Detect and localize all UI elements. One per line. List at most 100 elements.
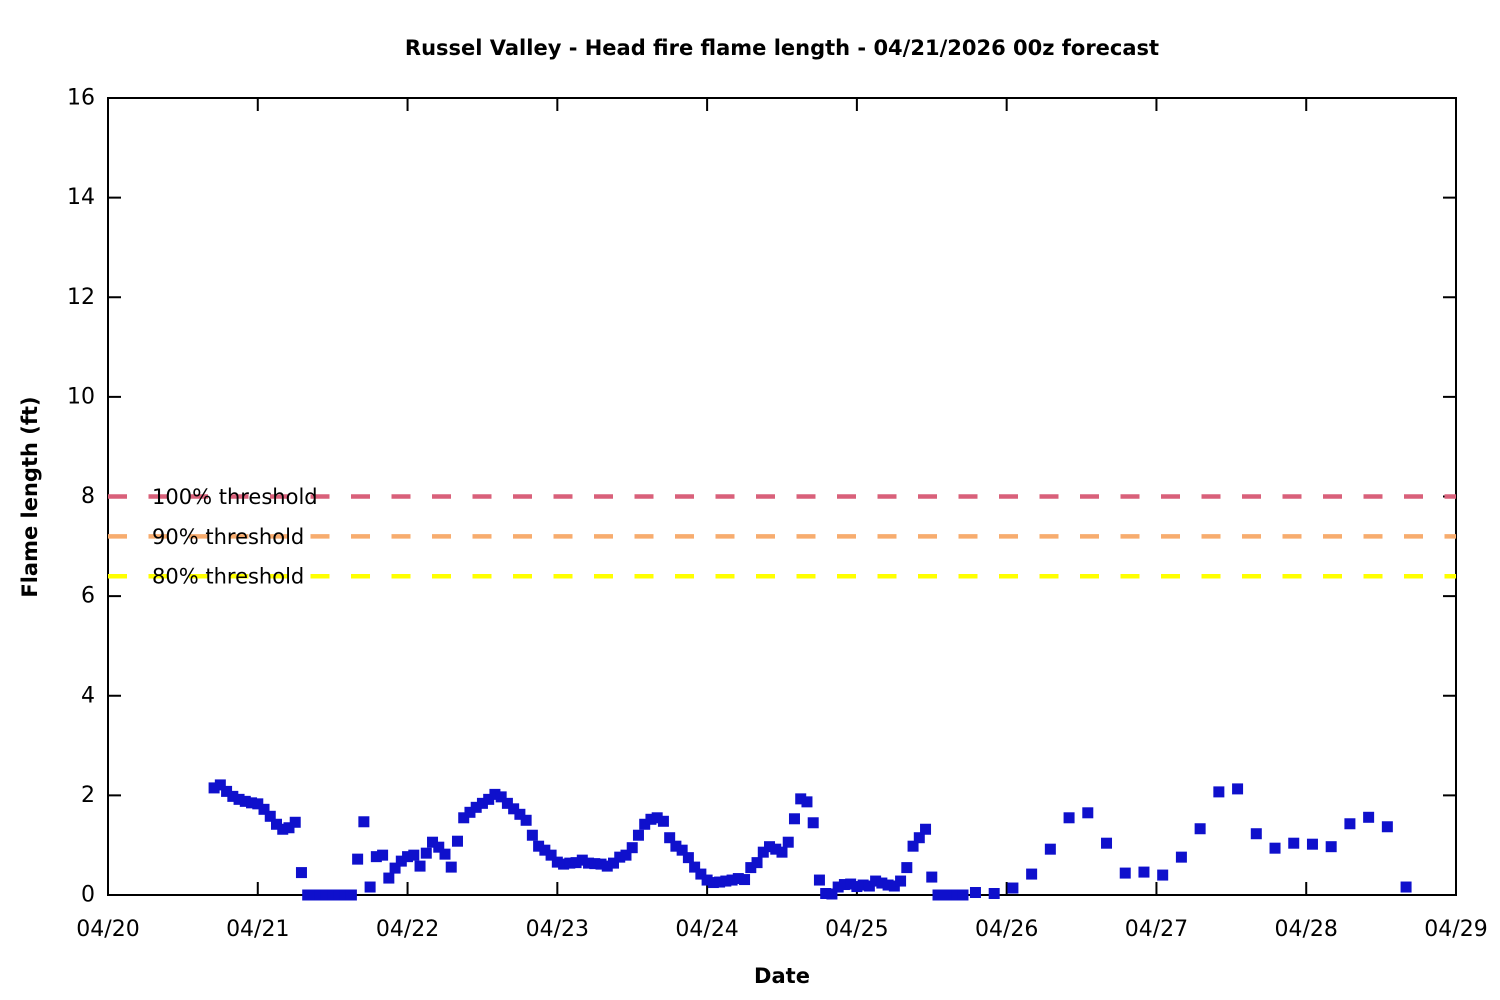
y-tick-label: 14 [67, 185, 95, 210]
data-point [333, 889, 345, 901]
data-point [639, 818, 651, 830]
data-point [682, 852, 694, 864]
data-point [832, 881, 844, 893]
data-point [813, 874, 825, 886]
data-point [320, 889, 332, 901]
x-tick-label: 04/26 [975, 917, 1038, 942]
data-point [264, 810, 276, 822]
data-point [564, 857, 576, 869]
x-tick-label: 04/23 [526, 917, 589, 942]
data-point [732, 873, 744, 885]
data-point [882, 879, 894, 891]
data-point [514, 808, 526, 820]
y-tick-label: 16 [67, 86, 95, 111]
data-point [957, 889, 969, 901]
data-point [589, 858, 601, 870]
data-point [289, 816, 301, 828]
data-point [545, 849, 557, 861]
data-point [801, 796, 813, 808]
threshold-label: 80% threshold [152, 565, 304, 589]
data-point [1082, 807, 1094, 819]
data-point [1101, 837, 1113, 849]
y-tick-label: 10 [67, 384, 95, 409]
x-tick-label: 04/29 [1424, 917, 1487, 942]
data-point [1250, 828, 1262, 840]
data-point [258, 803, 270, 815]
data-point [764, 841, 776, 853]
data-point [445, 861, 457, 873]
data-point [302, 889, 314, 901]
data-point [539, 844, 551, 856]
data-point [495, 791, 507, 803]
x-tick-label: 04/24 [675, 917, 738, 942]
data-point [657, 815, 669, 827]
data-point [851, 881, 863, 893]
y-tick-label: 6 [81, 584, 95, 609]
data-point [358, 816, 370, 828]
y-tick-label: 2 [81, 783, 95, 808]
data-point [770, 843, 782, 855]
data-point [470, 801, 482, 813]
data-point [377, 849, 389, 861]
data-point [782, 836, 794, 848]
data-point [246, 797, 258, 809]
data-point [645, 813, 657, 825]
x-axis-label: Date [754, 964, 810, 988]
data-point [626, 842, 638, 854]
x-tick-label: 04/27 [1125, 917, 1188, 942]
data-point [670, 840, 682, 852]
data-point [751, 857, 763, 869]
data-point [888, 880, 900, 892]
data-point [845, 878, 857, 890]
data-point [1138, 866, 1150, 878]
data-point [1213, 786, 1225, 798]
data-point [533, 840, 545, 852]
data-point [420, 847, 432, 859]
data-point [483, 793, 495, 805]
data-point [838, 879, 850, 891]
data-point [945, 889, 956, 901]
data-point [988, 888, 1000, 900]
data-point [1269, 842, 1281, 854]
data-point [932, 889, 944, 901]
data-point [221, 785, 233, 797]
data-point [1232, 783, 1244, 795]
data-point [913, 832, 925, 844]
data-point [464, 806, 476, 818]
data-point [1063, 812, 1075, 824]
data-point [895, 875, 907, 887]
data-point [1325, 841, 1337, 853]
data-point [1157, 869, 1169, 881]
data-point [364, 881, 376, 893]
data-point [520, 814, 532, 826]
data-point [427, 836, 439, 848]
data-point [920, 823, 932, 835]
data-point [277, 823, 289, 835]
data-point [901, 862, 913, 874]
threshold-label: 100% threshold [152, 485, 318, 509]
data-point [1194, 823, 1206, 835]
data-point [601, 860, 613, 872]
data-point [757, 846, 769, 858]
x-tick-label: 04/21 [226, 917, 289, 942]
data-point [389, 862, 401, 874]
data-point [739, 874, 751, 886]
data-point [583, 857, 595, 869]
x-tick-label: 04/25 [825, 917, 888, 942]
data-point [570, 857, 582, 869]
data-point [551, 856, 563, 868]
data-point [1381, 821, 1393, 833]
data-point [352, 853, 364, 865]
data-point [476, 797, 488, 809]
data-point [451, 835, 463, 847]
data-point [439, 848, 451, 860]
y-tick-label: 0 [81, 883, 95, 908]
data-point [745, 862, 757, 874]
data-point [876, 877, 888, 889]
data-point [327, 889, 339, 901]
data-point [214, 779, 226, 791]
data-point [1044, 843, 1056, 855]
data-point [951, 889, 963, 901]
data-point [907, 840, 919, 852]
